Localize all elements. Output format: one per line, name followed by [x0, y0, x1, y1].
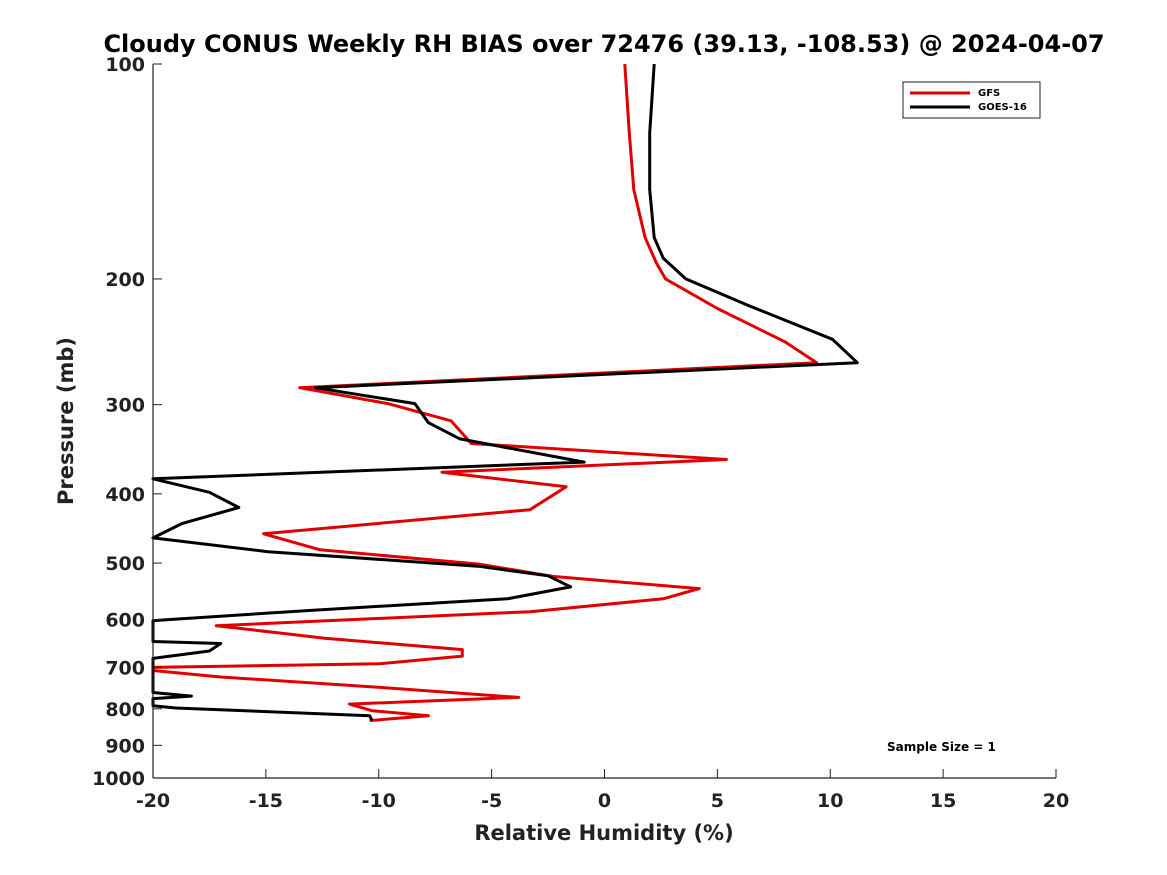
y-tick-label: 600	[105, 610, 145, 632]
y-ticks: 100 200 300 400 500 600 700 800 900 1000	[92, 54, 162, 790]
y-tick-label: 300	[105, 395, 145, 417]
x-axis-label: Relative Humidity (%)	[474, 821, 733, 845]
x-tick-label: 20	[1043, 790, 1069, 812]
sample-size-annotation: Sample Size = 1	[887, 740, 996, 754]
plot-area	[153, 64, 1056, 778]
y-tick-label: 700	[105, 657, 145, 679]
legend-label-goes16: GOES-16	[978, 102, 1027, 113]
y-axis-label: Pressure (mb)	[54, 337, 78, 505]
legend: GFS GOES-16	[902, 81, 1041, 119]
x-tick-label: 0	[598, 790, 611, 812]
x-ticks: -20 -15 -10 -5 0 5 10 15 20	[136, 769, 1069, 812]
y-tick-label: 800	[105, 699, 145, 721]
y-tick-label: 500	[105, 553, 145, 575]
legend-box	[902, 81, 1041, 119]
x-tick-label: -15	[249, 790, 283, 812]
y-tick-label: 900	[105, 735, 145, 757]
x-tick-label: -5	[481, 790, 502, 812]
series-line-gfs	[151, 63, 819, 723]
x-tick-label: -10	[362, 790, 396, 812]
x-tick-label: 15	[930, 790, 956, 812]
y-tick-label: 200	[105, 269, 145, 291]
y-tick-label: 1000	[92, 768, 145, 790]
legend-label-gfs: GFS	[978, 88, 1000, 99]
x-tick-label: 5	[711, 790, 724, 812]
chart-title: Cloudy CONUS Weekly RH BIAS over 72476 (…	[103, 30, 1104, 58]
x-tick-label: 10	[817, 790, 843, 812]
y-tick-label: 400	[105, 484, 145, 506]
y-tick-label: 100	[105, 54, 145, 76]
x-tick-label: -20	[136, 790, 170, 812]
